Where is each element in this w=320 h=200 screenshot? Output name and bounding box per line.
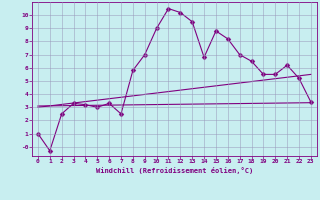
X-axis label: Windchill (Refroidissement éolien,°C): Windchill (Refroidissement éolien,°C) xyxy=(96,167,253,174)
